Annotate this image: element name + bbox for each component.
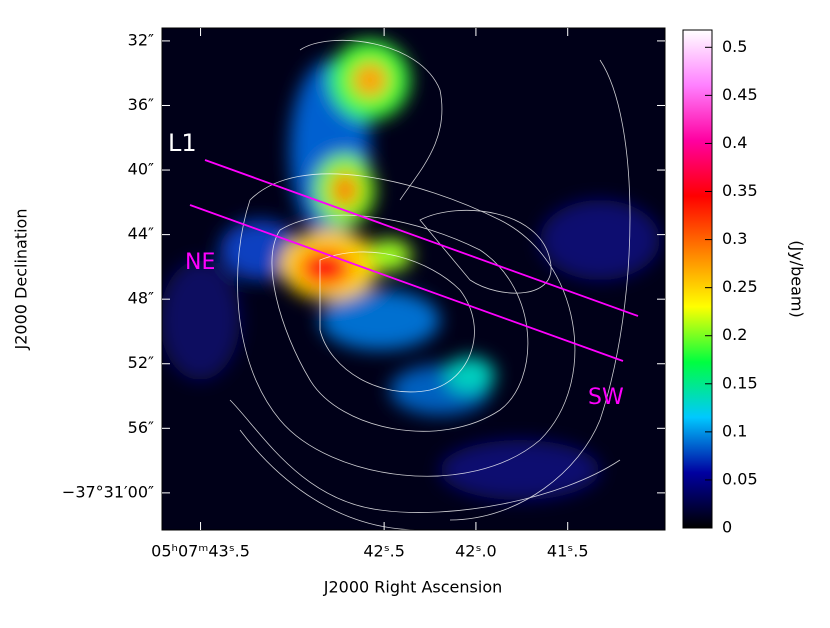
annotation: NE (185, 250, 215, 275)
colorbar-title: (Jy/beam) (788, 240, 807, 317)
frame (161, 27, 666, 531)
x-tick-label: 41ˢ.5 (547, 542, 589, 561)
image (162, 28, 665, 530)
y-tick-label: 56″ (128, 418, 154, 437)
y-tick-label: 52″ (128, 353, 154, 372)
colorbar-tick-label: 0.3 (722, 229, 747, 248)
colorbar-tick-label: 0.25 (722, 277, 758, 296)
y-tick-label: 40″ (128, 160, 154, 179)
y-tick-label: 48″ (128, 289, 154, 308)
annotation: SW (588, 385, 624, 410)
colorbar-tick-label: 0.5 (722, 37, 747, 56)
colorbar-tick-label: 0.45 (722, 85, 758, 104)
colorbar-tick-label: 0.2 (722, 325, 747, 344)
y-tick-label: 44″ (128, 224, 154, 243)
colorbar-tick-label: 0.15 (722, 373, 758, 392)
y-axis-title: J2000 Declination (12, 209, 31, 351)
x-tick-label: 05ʰ07ᵐ43ˢ.5 (151, 542, 250, 561)
colorbar-tick-label: 0.35 (722, 181, 758, 200)
y-tick-label: 36″ (128, 95, 154, 114)
annotation: L1 (168, 129, 197, 157)
colorbar-tick-label: 0.1 (722, 421, 747, 440)
colorbar-tick-label: 0.05 (722, 469, 758, 488)
x-tick-label: 42ˢ.0 (455, 542, 497, 561)
y-tick-label: 32″ (128, 30, 154, 49)
colorbar-tick-label: 0.4 (722, 133, 747, 152)
x-tick-label: 42ˢ.5 (363, 542, 405, 561)
colorbar (682, 29, 713, 529)
colorbar-tick-label: 0 (722, 518, 732, 537)
x-axis-title: J2000 Right Ascension (323, 578, 503, 597)
y-tick-label: −37°31′00″ (62, 482, 154, 501)
